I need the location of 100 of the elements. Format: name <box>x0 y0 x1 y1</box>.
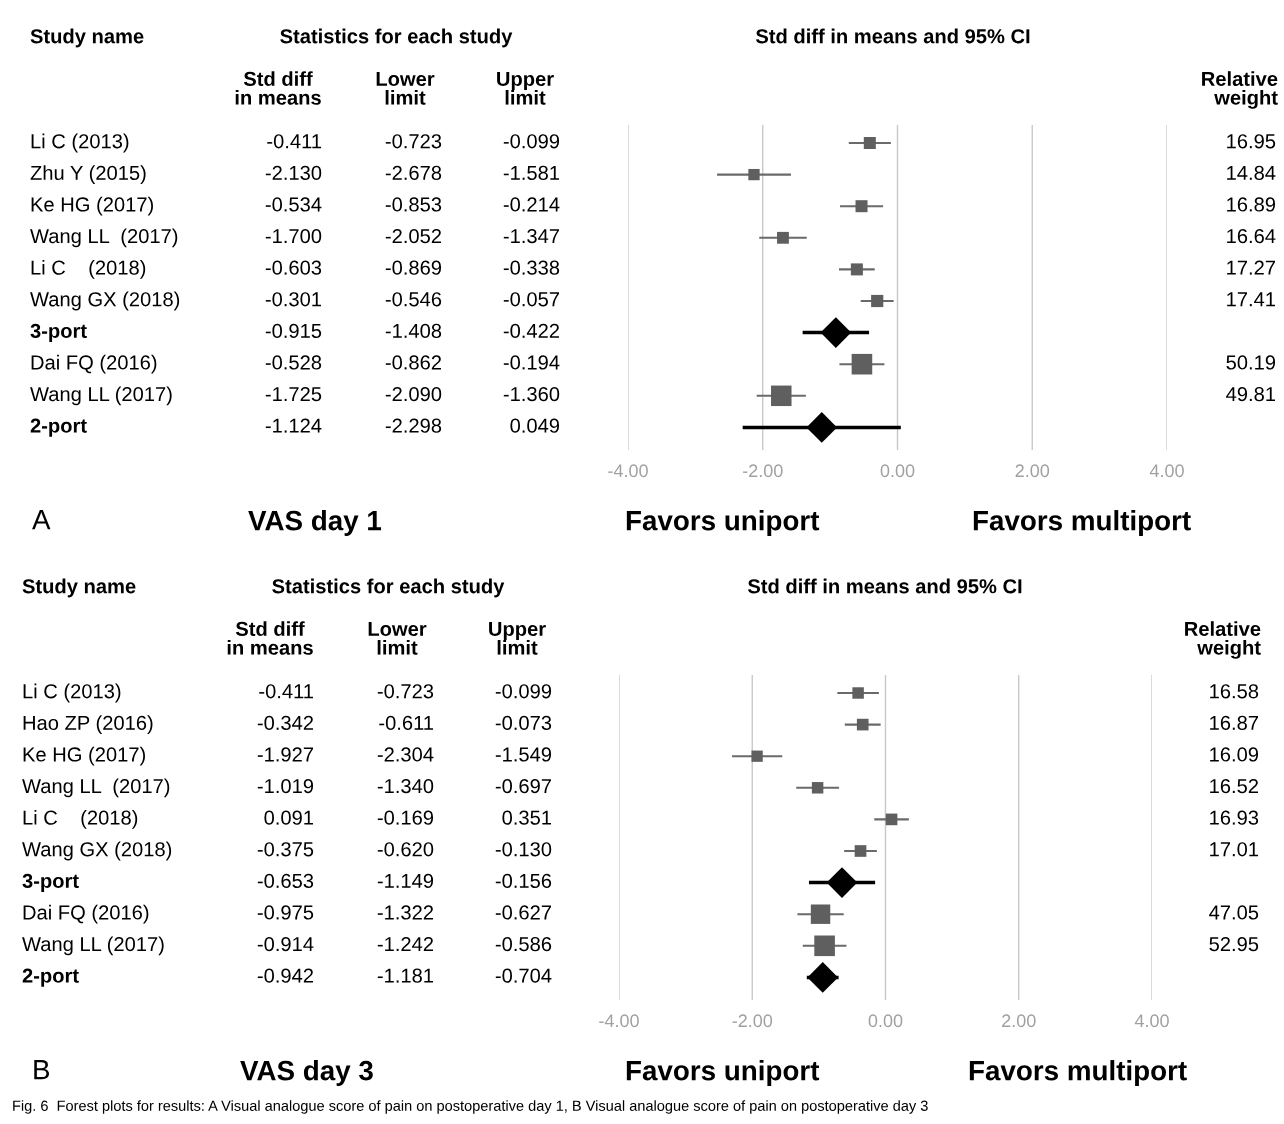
text: 2-port <box>30 418 87 437</box>
text: -0.528 <box>265 355 322 370</box>
text: 50.19 <box>1226 355 1276 370</box>
text: -2.304 <box>377 747 434 762</box>
text: B <box>34 1060 50 1080</box>
text: 16.58 <box>1210 684 1259 699</box>
text: -0.915 <box>265 323 322 339</box>
text: -1.124 <box>265 418 322 433</box>
text: Std diff in means <box>235 71 321 105</box>
text: Upper limit <box>489 621 546 655</box>
text: 0.091 <box>264 810 314 825</box>
text: -1.360 <box>503 386 560 402</box>
text: -0.853 <box>385 197 442 212</box>
text: Favors uniport <box>626 1060 820 1086</box>
text: -1.581 <box>503 165 560 181</box>
x-tick-label: 2.00 <box>1015 464 1050 478</box>
text: 0.049 <box>510 418 560 433</box>
text: Wang LL (2017) <box>22 936 164 956</box>
text: 0.351 <box>502 810 552 825</box>
text: -2.130 <box>265 165 322 181</box>
text: -1.408 <box>385 323 442 339</box>
text: -0.099 <box>495 684 552 699</box>
text: 16.09 <box>1210 747 1259 762</box>
text: Relative weight <box>1202 71 1278 109</box>
x-tick-label: -2.00 <box>742 464 783 478</box>
text: Favors uniport <box>626 510 820 536</box>
text: Lower limit <box>376 71 435 105</box>
x-tick-label: -2.00 <box>732 1014 773 1028</box>
text: -0.620 <box>377 842 434 857</box>
text: Hao ZP (2016) <box>23 715 153 734</box>
text: Wang GX (2018) <box>22 841 172 861</box>
text: -0.130 <box>495 842 552 857</box>
text: Wang GX (2018) <box>30 291 180 311</box>
text: -0.411 <box>259 684 314 699</box>
text: -0.338 <box>503 260 560 275</box>
text: Ke HG (2017) <box>23 746 145 766</box>
text: -1.725 <box>265 386 322 402</box>
text: -1.322 <box>377 905 433 920</box>
text: Std diff in means and 95% CI <box>755 28 1030 44</box>
text: -2.678 <box>385 165 442 181</box>
text: Wang LL (2017) <box>30 386 172 406</box>
text: -1.700 <box>265 228 322 244</box>
text: 16.52 <box>1210 778 1258 794</box>
text: -1.340 <box>377 778 434 794</box>
text: Lower limit <box>368 621 427 655</box>
text: -0.603 <box>265 260 322 275</box>
text: Std diff in means <box>227 621 313 655</box>
x-tick-label: 0.00 <box>880 464 915 478</box>
text: -0.869 <box>385 260 442 275</box>
text: 16.95 <box>1227 134 1276 149</box>
text: -0.914 <box>257 936 314 952</box>
text: Favors multiport <box>973 510 1191 536</box>
text: -2.052 <box>385 228 441 244</box>
text: -0.627 <box>495 905 551 920</box>
text: A <box>32 510 51 530</box>
text: Li C (2013) <box>31 133 129 153</box>
text: -0.942 <box>257 968 313 983</box>
text: 49.81 <box>1226 386 1276 402</box>
text: 52.95 <box>1209 936 1259 952</box>
text: 2-port <box>22 968 79 987</box>
text: -0.099 <box>503 134 560 149</box>
text: 16.93 <box>1210 810 1259 825</box>
text: Ke HG (2017) <box>31 196 153 216</box>
text: -0.194 <box>503 355 560 370</box>
text: -0.611 <box>379 715 434 731</box>
text: 3-port <box>30 323 87 342</box>
text: -1.019 <box>257 778 314 794</box>
text: -0.169 <box>377 810 434 825</box>
text: Wang LL (2017) <box>22 778 170 798</box>
x-tick-label: -4.00 <box>608 464 648 478</box>
text: -1.927 <box>257 747 313 762</box>
text: Favors multiport <box>969 1060 1187 1086</box>
text: -2.298 <box>385 418 442 433</box>
text: Li C (2018) <box>23 810 138 829</box>
text: -0.057 <box>503 292 559 307</box>
text: Li C (2018) <box>31 260 146 279</box>
text: Relative weight <box>1185 621 1261 659</box>
text: Upper limit <box>497 71 554 105</box>
text: Statistics for each study <box>280 28 513 48</box>
text: Study name <box>22 578 136 598</box>
text: -0.534 <box>265 197 322 212</box>
text: Dai FQ (2016) <box>23 904 149 924</box>
text: 17.01 <box>1210 842 1259 857</box>
caption: Fig. 6 Forest plots for results: A Visual analogue score of pain on postoperative day 1, B Visual analogue score of pain on postoperative day 3 <box>13 1100 928 1114</box>
text: -0.697 <box>495 778 551 794</box>
text: -0.862 <box>385 355 441 370</box>
text: 14.84 <box>1227 165 1276 181</box>
text: -0.156 <box>495 873 552 889</box>
text: -1.242 <box>377 936 433 952</box>
text: Study name <box>30 28 144 48</box>
text: Zhu Y (2015) <box>30 165 146 184</box>
text: -0.342 <box>257 715 313 731</box>
text: -0.411 <box>267 134 322 149</box>
text: -1.181 <box>377 968 434 983</box>
text: -1.347 <box>503 228 559 244</box>
text: Li C (2013) <box>23 683 121 703</box>
text: -0.073 <box>495 715 552 731</box>
text: 16.87 <box>1210 715 1258 731</box>
text: 17.41 <box>1227 292 1276 307</box>
text: 17.27 <box>1227 260 1275 275</box>
